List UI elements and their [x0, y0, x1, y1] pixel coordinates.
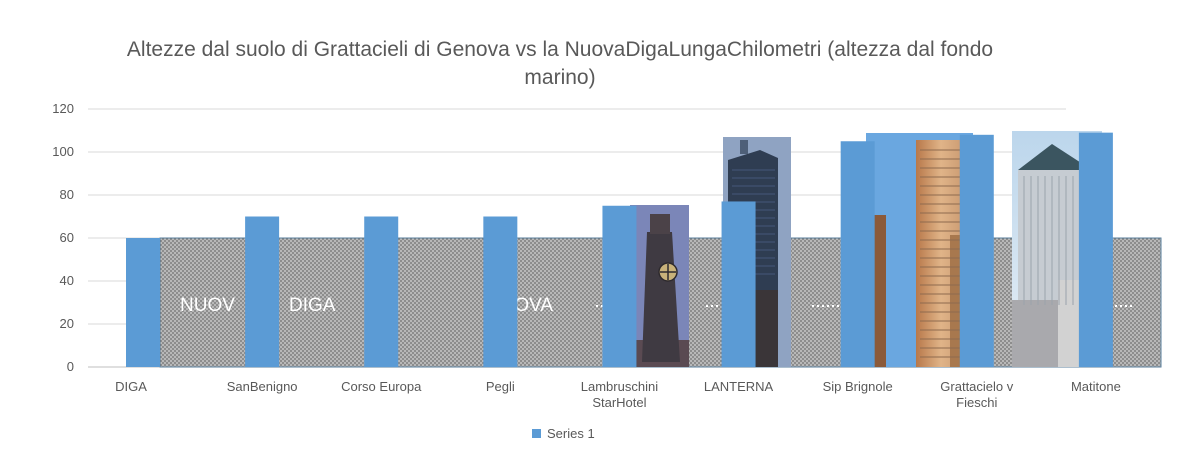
x-tick-label: SanBenigno	[227, 379, 298, 394]
y-tick-label: 20	[60, 316, 74, 331]
bar	[959, 134, 994, 367]
bar	[840, 141, 875, 367]
bar	[721, 201, 756, 367]
x-tick-label: Lambruschini	[581, 379, 658, 394]
dam-label: NUOV	[180, 295, 235, 316]
y-tick-label: 60	[60, 230, 74, 245]
bar	[602, 205, 637, 367]
legend-label: Series 1	[547, 426, 595, 441]
x-tick-label: Corso Europa	[341, 379, 422, 394]
legend-swatch	[532, 429, 541, 438]
x-tick-label: Grattacielo v	[940, 379, 1013, 394]
x-tick-label: Sip Brignole	[823, 379, 893, 394]
legend: Series 1	[532, 426, 595, 441]
x-tick-label: Matitone	[1071, 379, 1121, 394]
skyscraper-fieschi-photo	[866, 133, 973, 367]
y-tick-label: 0	[67, 359, 74, 374]
x-tick-label: DIGA	[115, 379, 147, 394]
y-tick-label: 120	[52, 101, 74, 116]
bar	[483, 216, 518, 367]
bar	[126, 238, 160, 367]
bar	[1078, 132, 1113, 367]
y-tick-label: 40	[60, 273, 74, 288]
dam-label: DIGA	[289, 295, 336, 316]
y-tick-label: 100	[52, 144, 74, 159]
lighthouse-photo	[630, 205, 689, 367]
x-tick-label: LANTERNA	[704, 379, 774, 394]
bar	[245, 216, 280, 367]
x-tick-label: StarHotel	[592, 395, 646, 410]
chart-title: Altezze dal suolo di Grattacieli di Geno…	[126, 38, 994, 89]
x-tick-label: Fieschi	[956, 395, 997, 410]
y-tick-label: 80	[60, 187, 74, 202]
x-tick-label: Pegli	[486, 379, 515, 394]
bar	[364, 216, 399, 367]
